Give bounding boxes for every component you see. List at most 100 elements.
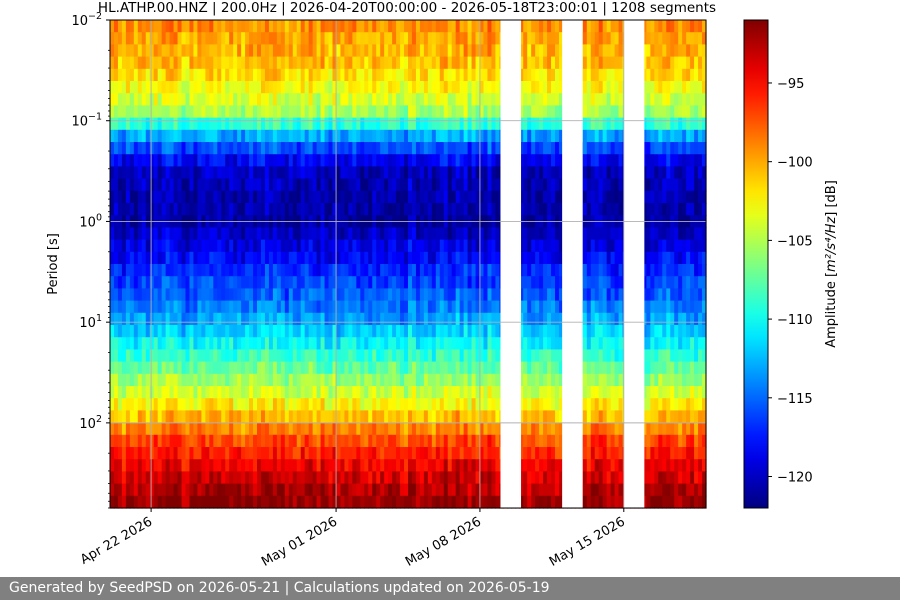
heatmap-cell xyxy=(427,386,433,399)
heatmap-cell xyxy=(551,129,556,143)
heatmap-cell xyxy=(483,93,489,106)
heatmap-cell xyxy=(181,178,187,192)
heatmap-cell xyxy=(356,32,361,45)
heatmap-cell xyxy=(590,129,596,143)
heatmap-cell xyxy=(447,20,453,33)
heatmap-cell xyxy=(384,471,389,485)
heatmap-cell xyxy=(280,288,286,302)
heatmap-cell xyxy=(133,495,139,509)
heatmap-cell xyxy=(491,203,497,216)
heatmap-cell xyxy=(392,142,397,155)
heatmap-cell xyxy=(284,264,290,277)
heatmap-cell xyxy=(205,154,210,167)
heatmap-cell xyxy=(137,276,143,289)
heatmap-cell xyxy=(320,337,326,350)
heatmap-cell xyxy=(177,447,183,460)
heatmap-cell xyxy=(229,251,234,265)
heatmap-cell xyxy=(257,361,262,375)
heatmap-cell xyxy=(181,288,187,302)
heatmap-cell xyxy=(185,312,191,326)
heatmap-cell xyxy=(384,105,389,119)
heatmap-cell xyxy=(487,373,493,387)
heatmap-cell xyxy=(483,288,489,302)
heatmap-cell xyxy=(344,129,349,143)
heatmap-cell xyxy=(352,105,357,119)
heatmap-cell xyxy=(388,495,393,509)
heatmap-cell xyxy=(455,361,461,375)
heatmap-cell xyxy=(455,459,461,472)
heatmap-cell xyxy=(404,325,409,338)
heatmap-cell xyxy=(519,459,524,472)
heatmap-cell xyxy=(415,129,421,143)
heatmap-cell xyxy=(380,93,385,106)
heatmap-cell xyxy=(328,203,334,216)
heatmap-cell xyxy=(237,422,242,436)
heatmap-cell xyxy=(455,190,461,204)
heatmap-cell xyxy=(253,166,258,180)
heatmap-cell xyxy=(260,117,266,131)
heatmap-cell xyxy=(392,434,397,448)
heatmap-cell xyxy=(185,483,191,497)
heatmap-cell xyxy=(237,239,242,253)
heatmap-cell xyxy=(582,312,588,326)
heatmap-cell xyxy=(471,276,477,289)
heatmap-cell xyxy=(121,300,127,314)
heatmap-cell xyxy=(435,81,441,94)
heatmap-cell xyxy=(213,227,218,241)
heatmap-cell xyxy=(372,154,377,167)
heatmap-cell xyxy=(459,337,465,350)
heatmap-cell xyxy=(157,337,163,350)
heatmap-cell xyxy=(602,300,608,314)
heatmap-cell xyxy=(547,373,552,387)
heatmap-cell xyxy=(404,142,409,155)
heatmap-cell xyxy=(539,81,544,94)
heatmap-cell xyxy=(479,32,485,45)
heatmap-cell xyxy=(396,325,401,338)
heatmap-cell xyxy=(384,154,389,167)
heatmap-cell xyxy=(396,56,401,70)
heatmap-cell xyxy=(519,288,524,302)
heatmap-cell xyxy=(491,471,497,485)
heatmap-cell xyxy=(268,20,274,33)
heatmap-cell xyxy=(535,81,540,94)
heatmap-cell xyxy=(165,20,171,33)
heatmap-cell xyxy=(268,105,274,119)
heatmap-cell xyxy=(558,20,564,33)
heatmap-cell xyxy=(459,349,465,363)
heatmap-cell xyxy=(141,337,147,350)
heatmap-cell xyxy=(447,471,453,485)
heatmap-cell xyxy=(229,447,234,460)
heatmap-cell xyxy=(459,68,465,82)
heatmap-cell xyxy=(439,422,445,436)
heatmap-cell xyxy=(157,105,163,119)
heatmap-cell xyxy=(304,166,310,180)
heatmap-cell xyxy=(157,434,163,448)
heatmap-cell xyxy=(352,337,357,350)
heatmap-cell xyxy=(332,203,338,216)
heatmap-cell xyxy=(137,410,143,424)
heatmap-cell xyxy=(439,483,445,497)
heatmap-cell xyxy=(487,117,493,131)
heatmap-cell xyxy=(121,251,127,265)
heatmap-cell xyxy=(217,300,222,314)
heatmap-cell xyxy=(423,20,429,33)
heatmap-cell xyxy=(276,447,282,460)
heatmap-cell xyxy=(169,337,175,350)
heatmap-cell xyxy=(233,276,238,289)
heatmap-cell xyxy=(201,349,206,363)
heatmap-cell xyxy=(161,105,167,119)
heatmap-cell xyxy=(364,227,369,241)
heatmap-cell xyxy=(594,483,600,497)
heatmap-cell xyxy=(201,410,206,424)
heatmap-cell xyxy=(555,81,560,94)
heatmap-cell xyxy=(419,373,425,387)
heatmap-cell xyxy=(400,447,405,460)
heatmap-cell xyxy=(253,471,258,485)
heatmap-cell xyxy=(141,276,147,289)
heatmap-cell xyxy=(292,459,298,472)
heatmap-cell xyxy=(149,203,155,216)
heatmap-cell xyxy=(193,20,199,33)
heatmap-cell xyxy=(276,264,282,277)
heatmap-cell xyxy=(249,81,254,94)
heatmap-cell xyxy=(523,81,528,94)
